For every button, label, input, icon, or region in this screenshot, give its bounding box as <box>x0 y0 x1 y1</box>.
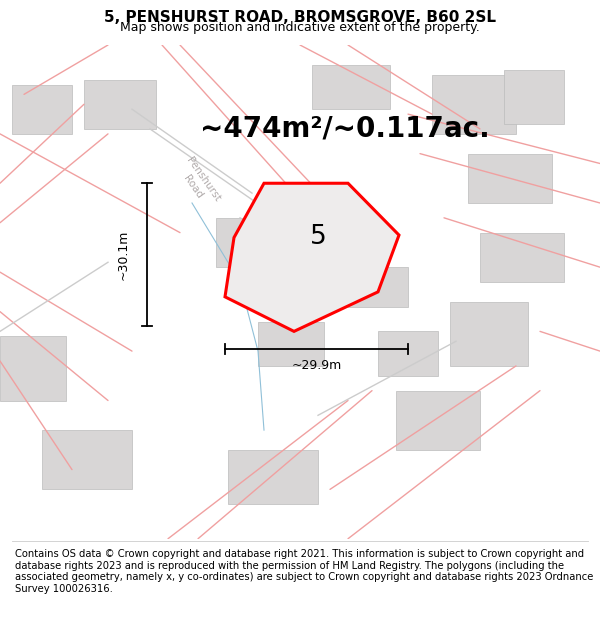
Polygon shape <box>312 65 390 109</box>
Polygon shape <box>468 154 552 203</box>
Polygon shape <box>504 69 564 124</box>
Polygon shape <box>348 268 408 307</box>
Text: Contains OS data © Crown copyright and database right 2021. This information is : Contains OS data © Crown copyright and d… <box>15 549 593 594</box>
Polygon shape <box>480 232 564 282</box>
Polygon shape <box>0 336 66 401</box>
Text: ~29.9m: ~29.9m <box>292 359 341 372</box>
Polygon shape <box>258 321 324 366</box>
Text: ~474m²/~0.117ac.: ~474m²/~0.117ac. <box>200 115 490 143</box>
Text: Penshurst
Road: Penshurst Road <box>173 156 223 211</box>
Polygon shape <box>216 217 276 268</box>
Polygon shape <box>42 430 132 489</box>
Polygon shape <box>225 183 399 331</box>
Polygon shape <box>84 79 156 129</box>
Text: Map shows position and indicative extent of the property.: Map shows position and indicative extent… <box>120 21 480 34</box>
Polygon shape <box>432 74 516 134</box>
Polygon shape <box>228 450 318 504</box>
Text: 5, PENSHURST ROAD, BROMSGROVE, B60 2SL: 5, PENSHURST ROAD, BROMSGROVE, B60 2SL <box>104 10 496 25</box>
Polygon shape <box>378 331 438 376</box>
Text: 5: 5 <box>310 224 326 249</box>
Polygon shape <box>396 391 480 450</box>
Polygon shape <box>12 84 72 134</box>
Text: ~30.1m: ~30.1m <box>116 229 130 280</box>
Polygon shape <box>450 302 528 366</box>
